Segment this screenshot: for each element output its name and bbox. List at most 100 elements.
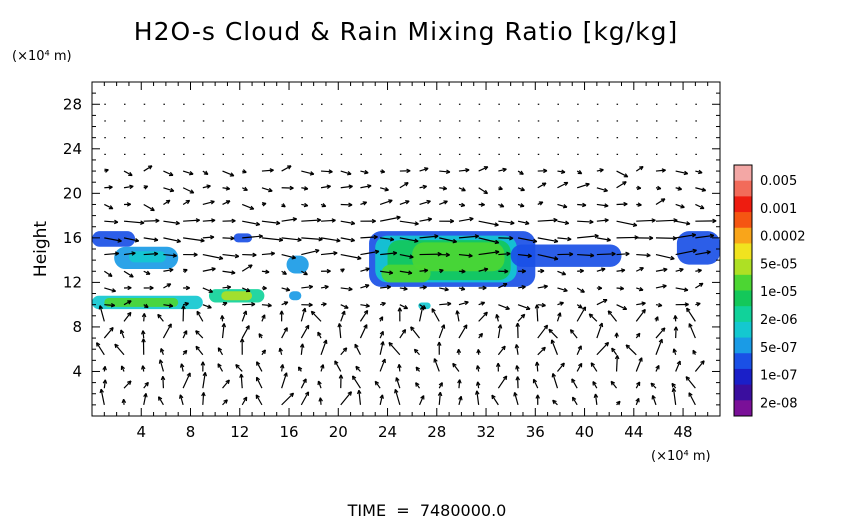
wind-vector-head (497, 324, 503, 329)
wind-vector-head (153, 251, 159, 257)
wind-vector (410, 326, 421, 339)
wind-vector-head (700, 360, 705, 365)
wind-vector (163, 220, 180, 225)
wind-vector-head (381, 358, 386, 364)
colorbar-swatch (734, 384, 752, 401)
wind-vector-head (676, 360, 681, 366)
wind-vector (281, 372, 288, 389)
wind-vector (399, 200, 410, 206)
wind-vector (183, 237, 205, 242)
wind-vector (240, 373, 243, 389)
wind-vector-head (519, 203, 525, 208)
wind-vector-head (504, 269, 509, 274)
wind-vector (675, 220, 691, 225)
wind-vector-head (145, 270, 151, 275)
wind-vector (672, 388, 677, 405)
wind-vector-head (379, 316, 384, 321)
wind-vector-head (499, 203, 505, 208)
wind-vector (222, 270, 236, 274)
wind-vector-head (230, 235, 235, 241)
wind-vector-head (654, 316, 659, 321)
wind-vector-head (563, 287, 568, 293)
colorbar-label: 0.005 (760, 174, 797, 189)
wind-vector (607, 310, 618, 322)
wind-vector (695, 187, 706, 192)
wind-vector-head (551, 372, 556, 378)
wind-vector (320, 252, 338, 256)
wind-vector (616, 253, 630, 256)
wind-vector-head (218, 255, 224, 261)
wind-vector-head (165, 199, 171, 205)
colorbar-swatch (734, 165, 752, 182)
wind-vector-head (502, 167, 507, 173)
wind-vector-head (166, 283, 172, 288)
wind-vector-head (688, 323, 693, 328)
wind-vector-head (379, 394, 384, 399)
wind-vector-head (623, 173, 629, 178)
wind-vector-head (585, 182, 590, 188)
wind-vector (104, 220, 118, 223)
wind-vector-head (447, 301, 452, 307)
wind-vector (557, 237, 572, 240)
wind-vector (596, 299, 608, 306)
wind-vector (616, 304, 627, 310)
colorbar-swatch (734, 290, 752, 307)
wind-vector (419, 269, 428, 272)
wind-vector-head (553, 256, 559, 261)
wind-vector-head (407, 270, 413, 275)
wind-vector (123, 170, 133, 177)
wind-vector (616, 269, 626, 272)
wind-vector (675, 170, 688, 175)
wind-vector-head (292, 217, 297, 222)
wind-vector-head (127, 311, 132, 317)
wind-vector-head (195, 330, 200, 335)
wind-vector-head (374, 249, 380, 255)
cloud-region (412, 242, 505, 272)
colorbar-swatch (734, 227, 752, 244)
wind-vector (675, 203, 685, 208)
wind-vector (159, 359, 164, 372)
wind-vector (163, 268, 174, 272)
wind-vector-head (520, 187, 525, 192)
wind-vector (340, 237, 355, 242)
wind-vector-head (283, 372, 288, 377)
wind-vector-head (181, 305, 186, 310)
wind-vector-head (620, 268, 626, 273)
wind-vector (179, 394, 184, 406)
wind-vector-head (245, 325, 250, 330)
wind-vector (577, 220, 594, 223)
wind-vector-head (308, 302, 313, 308)
wind-vector-head (578, 362, 583, 368)
wind-vector-head (426, 199, 431, 205)
wind-vector-head (388, 341, 393, 347)
wind-vector-head (672, 348, 677, 353)
wind-vector (163, 187, 175, 192)
wind-vector-head (348, 184, 353, 189)
wind-vector (478, 166, 489, 172)
y-tick-label: 4 (72, 362, 82, 380)
wind-vector (557, 287, 568, 292)
wind-vector (222, 379, 230, 389)
wind-vector-head (577, 345, 582, 350)
wind-vector-head (176, 238, 181, 244)
x-tick-label: 48 (674, 423, 693, 441)
wind-vector (380, 237, 394, 241)
wind-vector-head (460, 286, 466, 291)
wind-vector-head (397, 307, 403, 312)
wind-vector-head (235, 364, 240, 369)
wind-vector-head (680, 204, 685, 209)
wind-vector (458, 253, 473, 257)
wind-vector-head (578, 304, 583, 309)
wind-vector (596, 268, 606, 272)
wind-vector-head (590, 253, 595, 258)
wind-vector-head (195, 218, 200, 223)
wind-vector-head (278, 237, 284, 243)
wind-vector (478, 187, 488, 195)
wind-vector-head (169, 187, 175, 193)
wind-vector (261, 220, 281, 224)
x-tick-label: 8 (186, 423, 196, 441)
wind-vector-head (501, 345, 506, 351)
wind-vector-head (534, 361, 540, 366)
wind-vector (163, 304, 173, 307)
